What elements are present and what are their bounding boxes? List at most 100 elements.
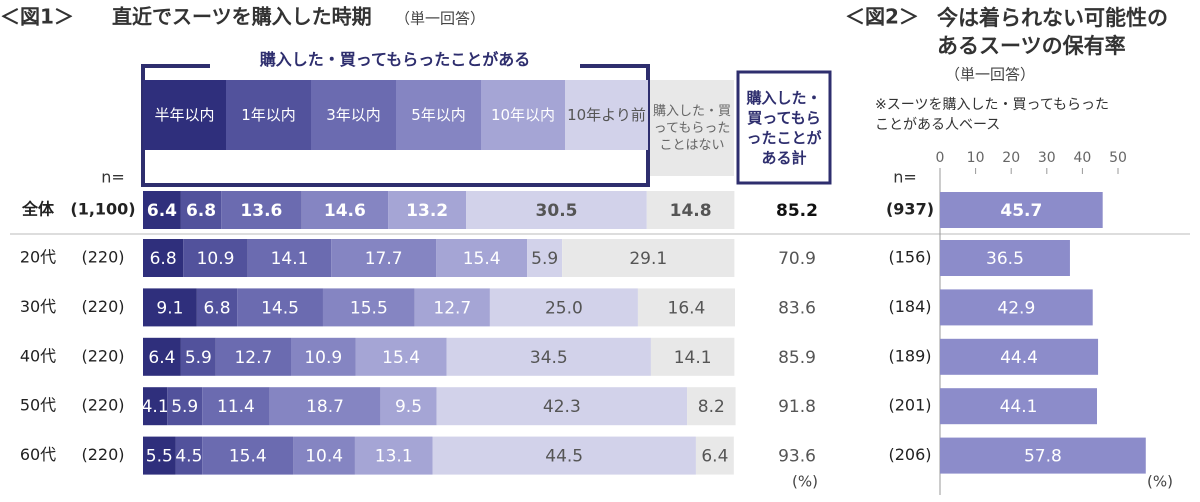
value-label: 5.9 [531,249,558,269]
bar-segment [432,436,696,475]
value-label: 25.0 [545,298,583,318]
value-label: 15.4 [229,447,267,467]
n-label: (937) [886,200,934,219]
bar-segment [143,387,168,426]
bar-segment [196,288,238,327]
bar-segment [237,288,323,327]
category-label: 40代 [20,346,56,365]
bar [940,338,1099,375]
bar-segment [650,337,735,376]
value-label: 13.6 [240,201,282,221]
category-label: 30代 [20,297,56,316]
note: ※スーツを購入した・買ってもらったことがある人ベース [875,97,1110,133]
bar-segment [269,387,381,426]
bar-segment [175,436,203,475]
x-tick-label: 40 [1073,150,1091,166]
value-label: 44.5 [545,447,583,467]
total-label: 91.8 [778,397,816,417]
bar-segment [183,239,248,277]
n-label: (206) [888,445,931,464]
x-tick-label: 10 [967,150,985,166]
bar-segment [562,239,735,277]
category-label: 60代 [20,445,56,464]
value-label: 14.1 [271,249,309,269]
bar-segment [221,191,302,229]
value-label: 12.7 [433,298,471,318]
x-tick-label: 0 [936,150,945,166]
bar-segment [202,387,270,426]
bar-segment [354,436,433,475]
bar-segment [143,288,197,327]
bar-segment [143,239,184,277]
bar-segment [436,239,528,277]
total-label: 85.9 [778,348,816,368]
bar-segment [489,288,638,327]
bar-segment [687,387,736,426]
value-label: 10.9 [304,348,342,368]
value-label: 5.9 [185,348,212,368]
legend-header: 3年以内 [311,80,396,150]
value-label: 6.4 [147,201,177,221]
n-label: (220) [81,396,124,415]
category-label: 50代 [20,396,56,415]
n-label: (184) [888,297,931,316]
value-label: 6.8 [150,249,177,269]
value-label: 4.5 [175,447,202,467]
value-label: 5.9 [171,397,198,417]
group-label: 購入した・買ってもらったことがある [210,46,580,70]
bar-segment [143,337,181,376]
bar-segment [180,191,222,229]
bar-segment [436,387,688,426]
legend-header: 半年以内 [143,80,226,150]
chart-subtitle: （単一回答） [395,10,485,28]
bar-segment [215,337,291,376]
value-label: 18.7 [306,397,344,417]
value-label: 57.8 [1024,447,1062,467]
bar-segment [143,436,176,475]
bar [940,437,1146,474]
n-label: (220) [81,445,124,464]
n-label: (220) [81,248,124,267]
total-label: 85.2 [776,201,818,221]
legend-header: 1年以内 [226,80,311,150]
total-label: 83.6 [778,298,816,318]
value-label: 13.2 [406,201,448,221]
value-label: 10.4 [305,447,343,467]
bar [940,240,1070,276]
legend-header: 購入した・買ってもらったことはない [650,80,734,176]
category-label: 全体 [21,200,55,219]
value-label: 15.4 [463,249,501,269]
value-label: 17.7 [365,249,403,269]
value-label: 34.5 [530,348,568,368]
n-label: (220) [81,346,124,365]
value-label: 15.4 [382,348,420,368]
value-label: 44.4 [1000,348,1038,368]
bar-segment [331,239,437,277]
value-label: 42.9 [997,298,1035,318]
value-label: 45.7 [1000,201,1042,221]
n-label: (156) [888,248,931,267]
value-label: 44.1 [1000,397,1038,417]
bar-segment [202,436,294,475]
bar [940,388,1097,425]
value-label: 14.5 [261,298,299,318]
value-label: 29.1 [629,249,667,269]
n-label: (220) [81,297,124,316]
bar-segment [646,191,735,229]
legend-header: 10年より前 [565,80,648,150]
unit-label: (%) [1147,473,1173,491]
bar-segment [527,239,563,277]
bar-segment [637,288,735,327]
value-label: 14.6 [324,201,366,221]
total-label: 93.6 [778,447,816,467]
bar-segment [301,191,389,229]
value-label: 16.4 [668,298,706,318]
bar-segment [446,337,651,376]
x-tick-label: 20 [1002,150,1020,166]
n-label: (1,100) [70,200,135,219]
bar-segment [167,387,203,426]
total-label: 70.9 [778,249,816,269]
value-label: 14.8 [670,201,712,221]
legend-header: 10年以内 [481,80,565,150]
bar-segment [293,436,355,475]
